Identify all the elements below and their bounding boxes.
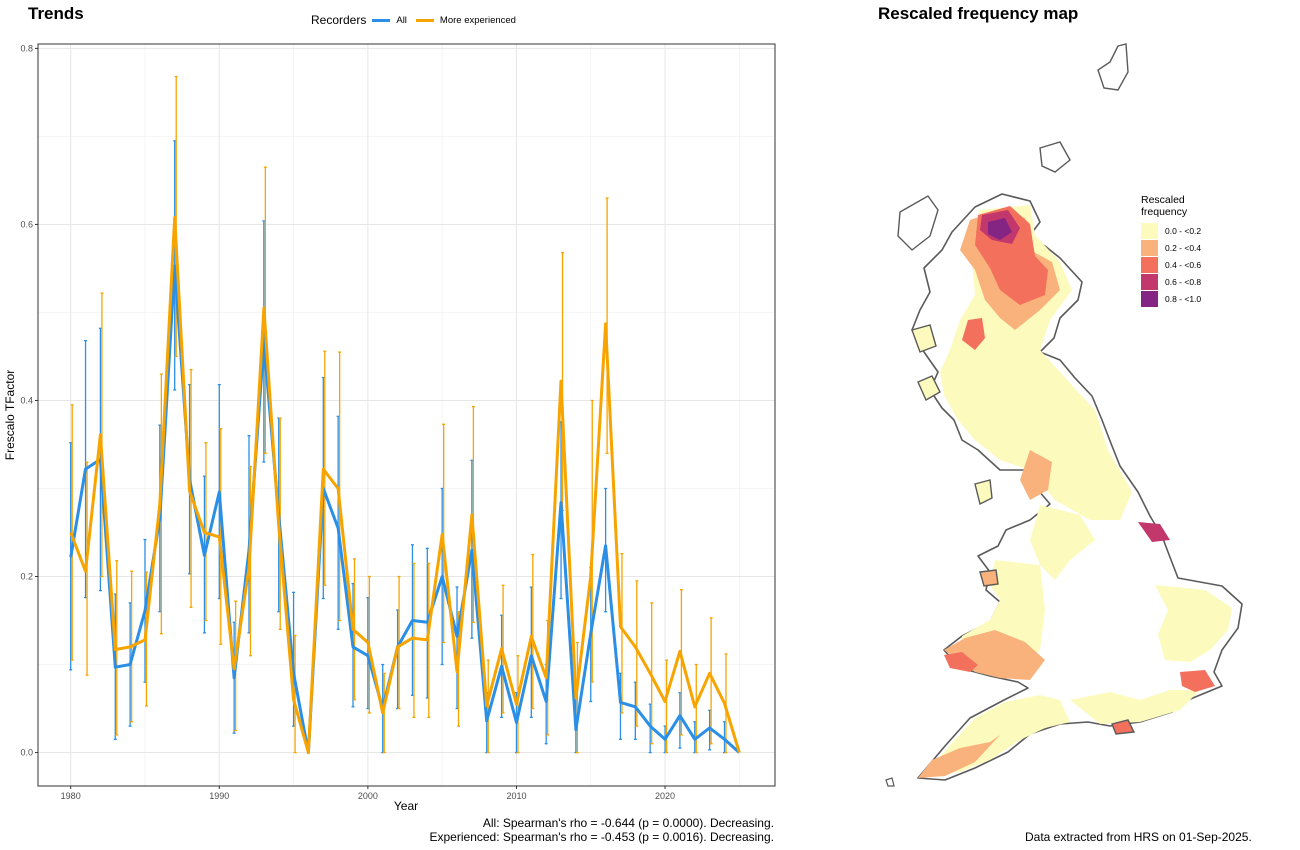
series-line-experienced: [69, 215, 741, 755]
legend-label-all: All: [396, 14, 407, 26]
error-bar-experienced: [427, 562, 431, 718]
map-legend-label: 0.0 - <0.2: [1165, 225, 1202, 236]
shetland-outline: [1097, 43, 1129, 91]
map-legend-swatch: [1141, 290, 1158, 307]
map-legend-label: 0.2 - <0.4: [1165, 242, 1202, 253]
plot-border: [37, 43, 776, 787]
error-bar-experienced: [293, 634, 297, 754]
stats-all: All: Spearman's rho = -0.644 (p = 0.0000…: [482, 816, 774, 830]
legend-label-experienced: More experienced: [439, 14, 516, 26]
band-high-pembroke: [944, 652, 978, 672]
map-legend-label: 0.4 - <0.6: [1165, 259, 1202, 270]
map-legend-item: 0.0 - <0.2: [1141, 222, 1221, 239]
plot-panel: [37, 43, 776, 787]
mull-outline: [911, 324, 937, 353]
error-bar-experienced: [174, 75, 178, 358]
error-bar-experienced: [323, 350, 327, 586]
frequency-map: [885, 43, 1243, 787]
series-lines: [69, 215, 741, 755]
x-tick-label: 2010: [506, 791, 526, 801]
error-bar-experienced: [486, 659, 490, 754]
band-high-kent: [1180, 670, 1215, 692]
trend-legend: Recorders All More experienced: [311, 13, 525, 27]
y-tick-label: 0.2: [20, 572, 33, 582]
y-tick-label: 0.6: [20, 219, 33, 229]
error-bar-experienced: [442, 423, 446, 644]
x-axis-label: Year: [394, 799, 418, 813]
map-legend-item: 0.2 - <0.4: [1141, 239, 1221, 256]
y-tick-label: 0.0: [20, 748, 33, 758]
x-tick-label: 1990: [209, 791, 229, 801]
error-bar-experienced: [471, 405, 475, 623]
map-legend-swatch: [1141, 256, 1158, 273]
map-legend: Rescaled frequency 0.0 - <0.2 0.2 - <0.4…: [1141, 194, 1221, 307]
trends-chart: 0.0 0.2 0.4 0.6 0.8 1980 1990 2000 2010 2020 Year…: [3, 43, 776, 813]
band-high-west: [962, 318, 985, 350]
scilly-outline: [885, 777, 895, 787]
x-tick-label: 2000: [358, 791, 378, 801]
error-bar-experienced: [100, 292, 104, 578]
error-bar-experienced: [709, 617, 713, 745]
western-isles-outline: [897, 195, 939, 251]
map-legend-item: 0.6 - <0.8: [1141, 273, 1221, 290]
map-frequency-cells: [904, 198, 1232, 778]
band-vhigh-teesside: [1138, 522, 1170, 542]
band-mid-eastcoast: [1020, 450, 1052, 500]
band-mid-cornwall: [918, 735, 1000, 778]
error-bars: [69, 75, 728, 754]
error-bar-experienced: [219, 427, 223, 645]
map-legend-item: 0.4 - <0.6: [1141, 256, 1221, 273]
map-title: Rescaled frequency map: [878, 4, 1079, 23]
error-bar-experienced: [338, 351, 342, 622]
band-top-cairngorm: [988, 218, 1012, 240]
band-low-south: [1070, 690, 1200, 724]
error-bar-experienced: [620, 552, 624, 714]
legend-item-all: All: [372, 15, 407, 26]
band-low-north-england: [1030, 505, 1095, 580]
anglesey-outline: [979, 569, 999, 587]
map-legend-swatch: [1141, 273, 1158, 290]
legend-swatch-all: [372, 18, 391, 22]
y-axis-label: Frescalo TFactor: [3, 370, 17, 460]
map-legend-label: 0.8 - <1.0: [1165, 293, 1202, 304]
legend-swatch-experienced: [415, 18, 434, 22]
orkney-outline: [1039, 141, 1071, 173]
band-low-southeast: [1155, 585, 1232, 662]
trend-statistics: All: Spearman's rho = -0.644 (p = 0.0000…: [430, 816, 775, 844]
x-tick-label: 1980: [61, 791, 81, 801]
isle-of-man-outline: [974, 479, 993, 506]
axes: 0.0 0.2 0.4 0.6 0.8 1980 1990 2000 2010 2020: [20, 43, 675, 801]
legend-item-experienced: More experienced: [415, 14, 516, 26]
y-tick-label: 0.4: [20, 395, 33, 405]
islay-outline: [917, 375, 941, 401]
error-bar-experienced: [412, 562, 416, 718]
map-legend-item: 0.8 - <1.0: [1141, 290, 1221, 307]
map-legend-swatch: [1141, 239, 1158, 256]
data-extract-note: Data extracted from HRS on 01-Sep-2025.: [1025, 830, 1252, 844]
y-tick-label: 0.8: [20, 43, 33, 53]
error-bar-experienced: [531, 553, 535, 710]
map-legend-title: Rescaled frequency: [1141, 194, 1188, 218]
error-bar-experienced: [635, 580, 639, 727]
map-legend-label: 0.6 - <0.8: [1165, 276, 1202, 287]
map-legend-swatch: [1141, 222, 1158, 239]
legend-title: Recorders: [311, 13, 367, 27]
isle-of-wight-outline: [1111, 719, 1136, 735]
trends-title: Trends: [28, 4, 84, 23]
stats-experienced: Experienced: Spearman's rho = -0.453 (p …: [429, 830, 775, 844]
x-tick-label: 2020: [655, 791, 675, 801]
